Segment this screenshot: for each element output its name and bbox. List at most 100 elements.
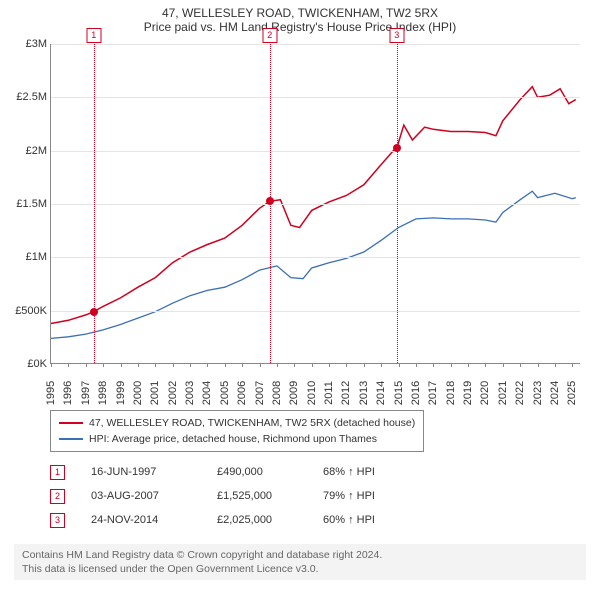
x-tick-label: 2017 <box>427 381 439 405</box>
x-tick-mark <box>190 363 191 367</box>
x-tick-label: 2015 <box>393 381 405 405</box>
x-tick-label: 2018 <box>445 381 457 405</box>
marker-box: 2 <box>262 28 277 43</box>
row-marker-box: 1 <box>50 465 65 480</box>
x-tick-mark <box>155 363 156 367</box>
row-pct: 60% ↑ HPI <box>323 514 403 526</box>
footer-line-2: This data is licensed under the Open Gov… <box>22 562 578 576</box>
x-tick-mark <box>138 363 139 367</box>
x-tick-mark <box>451 363 452 367</box>
footer-line-1: Contains HM Land Registry data © Crown c… <box>22 548 578 562</box>
y-tick-label: £0K <box>7 358 47 370</box>
x-tick-mark <box>433 363 434 367</box>
x-tick-label: 2014 <box>375 381 387 405</box>
x-tick-label: 2019 <box>462 381 474 405</box>
row-pct: 79% ↑ HPI <box>323 490 403 502</box>
x-tick-mark <box>520 363 521 367</box>
series-hpi <box>51 191 576 338</box>
gridline <box>51 151 580 152</box>
x-tick-label: 2016 <box>410 381 422 405</box>
x-tick-label: 2005 <box>219 381 231 405</box>
x-tick-label: 2006 <box>236 381 248 405</box>
legend-swatch <box>59 422 83 424</box>
x-tick-mark <box>555 363 556 367</box>
x-tick-mark <box>242 363 243 367</box>
marker-dot <box>393 144 401 152</box>
x-tick-mark <box>121 363 122 367</box>
y-tick-label: £1M <box>7 251 47 263</box>
x-tick-mark <box>399 363 400 367</box>
y-tick-label: £1.5M <box>7 198 47 210</box>
x-tick-label: 1996 <box>62 381 74 405</box>
x-tick-label: 1999 <box>115 381 127 405</box>
x-tick-mark <box>381 363 382 367</box>
x-tick-label: 2010 <box>306 381 318 405</box>
legend-label: HPI: Average price, detached house, Rich… <box>89 431 377 447</box>
row-date: 24-NOV-2014 <box>91 514 191 526</box>
x-tick-label: 2023 <box>532 381 544 405</box>
x-tick-label: 2022 <box>514 381 526 405</box>
row-marker-box: 2 <box>50 489 65 504</box>
x-tick-label: 2024 <box>549 381 561 405</box>
plot-area: £0K£500K£1M£1.5M£2M£2.5M£3M1995199619971… <box>50 44 580 364</box>
y-tick-label: £500K <box>7 305 47 317</box>
x-tick-label: 2020 <box>479 381 491 405</box>
title-line-1: 47, WELLESLEY ROAD, TWICKENHAM, TW2 5RX <box>0 6 600 20</box>
row-price: £490,000 <box>217 466 297 478</box>
legend: 47, WELLESLEY ROAD, TWICKENHAM, TW2 5RX … <box>50 410 424 452</box>
table-row: 116-JUN-1997£490,00068% ↑ HPI <box>50 460 403 484</box>
x-tick-mark <box>86 363 87 367</box>
legend-row: 47, WELLESLEY ROAD, TWICKENHAM, TW2 5RX … <box>59 415 415 431</box>
x-tick-label: 2003 <box>184 381 196 405</box>
x-tick-mark <box>294 363 295 367</box>
x-tick-mark <box>312 363 313 367</box>
x-tick-mark <box>329 363 330 367</box>
y-tick-label: £2.5M <box>7 91 47 103</box>
x-tick-mark <box>538 363 539 367</box>
marker-box: 3 <box>389 28 404 43</box>
x-tick-mark <box>51 363 52 367</box>
x-tick-label: 1995 <box>45 381 57 405</box>
x-tick-mark <box>225 363 226 367</box>
x-tick-label: 2000 <box>132 381 144 405</box>
x-tick-label: 1997 <box>80 381 92 405</box>
x-tick-label: 2002 <box>167 381 179 405</box>
gridline <box>51 311 580 312</box>
series-price_paid <box>51 87 576 324</box>
legend-row: HPI: Average price, detached house, Rich… <box>59 431 415 447</box>
x-tick-mark <box>485 363 486 367</box>
x-tick-mark <box>173 363 174 367</box>
x-tick-label: 2001 <box>149 381 161 405</box>
x-tick-mark <box>260 363 261 367</box>
x-tick-label: 2012 <box>340 381 352 405</box>
y-tick-label: £2M <box>7 145 47 157</box>
gridline <box>51 204 580 205</box>
x-tick-mark <box>503 363 504 367</box>
x-tick-mark <box>207 363 208 367</box>
marker-dot <box>266 197 274 205</box>
x-tick-label: 2008 <box>271 381 283 405</box>
y-tick-label: £3M <box>7 38 47 50</box>
table-row: 3 24-NOV-2014 £2,025,000 60% ↑ HPI <box>50 508 403 532</box>
row-date: 16-JUN-1997 <box>91 466 191 478</box>
row-price: £1,525,000 <box>217 490 297 502</box>
row-date: 03-AUG-2007 <box>91 490 191 502</box>
row-price: £2,025,000 <box>217 514 297 526</box>
x-tick-label: 2013 <box>358 381 370 405</box>
marker-box: 1 <box>86 28 101 43</box>
x-tick-mark <box>572 363 573 367</box>
transaction-table: 116-JUN-1997£490,00068% ↑ HPI203-AUG-200… <box>50 460 403 532</box>
x-tick-label: 2025 <box>566 381 578 405</box>
table-row: 2 03-AUG-2007 £1,525,000 79% ↑ HPI <box>50 484 403 508</box>
x-tick-label: 2009 <box>288 381 300 405</box>
x-tick-mark <box>346 363 347 367</box>
x-tick-mark <box>364 363 365 367</box>
x-tick-mark <box>277 363 278 367</box>
gridline <box>51 44 580 45</box>
gridline <box>51 257 580 258</box>
x-tick-label: 2021 <box>497 381 509 405</box>
chart-container: 47, WELLESLEY ROAD, TWICKENHAM, TW2 5RX … <box>0 0 600 590</box>
legend-swatch <box>59 438 83 440</box>
row-marker-box: 3 <box>50 513 65 528</box>
x-tick-label: 1998 <box>97 381 109 405</box>
